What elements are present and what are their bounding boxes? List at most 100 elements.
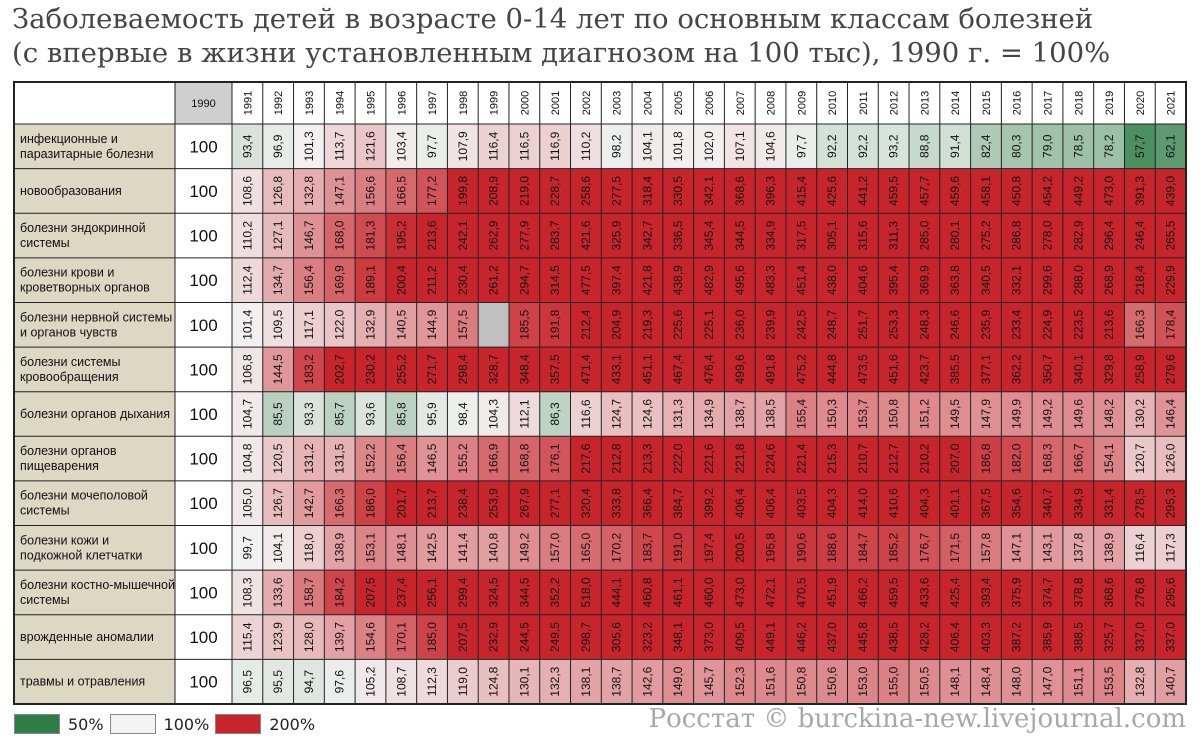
row-6-cell-2015-value: 377,1 [979,354,993,384]
row-8-cell-2000-value: 168,8 [517,443,531,473]
row-2-label: новообразования [20,184,122,198]
row-12-cell-2017-value: 385,9 [1041,622,1055,652]
row-2-cell-2013-value: 457,7 [917,176,931,206]
row-9-cell-2021-value: 295,3 [1164,488,1178,518]
row-11-cell-1995-value: 207,5 [363,577,377,607]
row-3-label-line-2: системы [20,236,70,250]
row-8-cell-2013-value: 210,2 [917,443,931,473]
row-11-cell-1999-value: 324,5 [487,577,501,607]
row-13-cell-1991-value: 96,5 [240,670,254,694]
row-5-cell-2015-value: 235,9 [979,309,993,339]
row-13-cell-2005-value: 149,0 [671,666,685,696]
row-2-cell-2005-value: 330,5 [671,176,685,206]
row-4-cell-1992-value: 134,7 [271,265,285,295]
row-5-cell-1999 [478,302,509,347]
row-10-cell-2003-value: 170,2 [610,533,624,563]
row-5-cell-1996-value: 140,5 [394,309,408,339]
row-10-cell-2020-value: 116,4 [1133,533,1147,562]
row-3-cell-1991-value: 110,2 [240,221,254,250]
row-11-cell-1996-value: 237,4 [394,577,408,607]
row-1-label-line-2: паразитарные болезни [20,147,153,161]
row-13-cell-1995-value: 105,2 [363,666,377,696]
row-11-base-value: 100 [189,583,217,602]
row-8-cell-2021-value: 126,0 [1164,443,1178,473]
header-corner [14,82,175,124]
header-year-2006: 2006 [704,91,716,115]
row-7-cell-1999-value: 104,3 [487,399,501,429]
row-12-cell-2009-value: 446,2 [794,622,808,652]
row-3-cell-2005-value: 336,5 [671,220,685,250]
row-13-cell-2019-value: 153,5 [1102,666,1116,696]
row-1-cell-2008-value: 104,6 [764,131,778,161]
row-1-cell-1994-value: 113,7 [333,131,347,160]
row-5-cell-2010-value: 248,7 [825,309,839,339]
row-4-cell-2003-value: 397,4 [610,265,624,295]
row-6-cell-2012-value: 451,6 [887,354,901,384]
row-9-cell-2005-value: 384,7 [671,488,685,518]
row-3-cell-2004-value: 342,7 [640,220,654,250]
row-6-cell-1994-value: 202,7 [333,354,347,384]
row-8-cell-2006-value: 221,6 [702,443,716,473]
row-8-cell-2016-value: 182,0 [1010,443,1024,473]
row-6-cell-1998-value: 298,4 [456,354,470,384]
row-6-cell-1993-value: 183,2 [302,354,316,384]
row-13-cell-2016-value: 148,0 [1010,666,1024,696]
row-8-cell-1997-value: 146,5 [425,443,439,473]
row-9-cell-2019-value: 331,4 [1102,488,1116,518]
row-5-cell-2006-value: 225,1 [702,309,716,339]
row-8-cell-2002-value: 217,6 [579,443,593,473]
row-5-cell-1993-value: 117,1 [302,310,316,339]
row-3-cell-1995-value: 181,3 [363,220,377,250]
row-2-cell-2001-value: 228,7 [548,176,562,206]
row-4-label-line-2: кроветворных органов [20,281,150,295]
row-12-cell-2016-value: 387,2 [1010,622,1024,652]
row-13-cell-2020-value: 132,8 [1133,666,1147,696]
row-10-cell-2011-value: 184,7 [856,533,870,563]
row-9-cell-2012-value: 410,6 [887,488,901,518]
row-13-cell-1992-value: 95,5 [271,670,285,694]
row-4-cell-2017-value: 299,6 [1041,265,1055,295]
row-5-cell-2004-value: 219,3 [640,309,654,339]
row-6-cell-2019-value: 329,8 [1102,354,1116,384]
row-3-cell-2013-value: 285,0 [917,220,931,250]
row-3-cell-2009-value: 317,5 [794,220,808,250]
row-10-cell-2009-value: 190,6 [794,533,808,563]
row-12-cell-2000-value: 244,5 [517,622,531,652]
row-6-cell-1992-value: 144,5 [271,354,285,384]
row-1-cell-2014-value: 91,4 [948,134,962,158]
row-12-label: врожденные аномалии [20,630,154,644]
row-3-cell-2001-value: 283,7 [548,220,562,250]
row-1-cell-1995-value: 121,6 [363,131,377,161]
row-10-cell-2008-value: 195,8 [764,533,778,563]
row-3-cell-2007-value: 344,5 [733,220,747,250]
row-13-cell-2003-value: 138,7 [610,666,624,696]
row-10-label-line-2: подкожной клетчатки [20,548,142,562]
row-13-cell-2001-value: 132,3 [548,666,562,696]
row-1-cell-1999-value: 116,4 [487,131,501,160]
row-1-cell-2011-value: 92,2 [856,134,870,158]
row-7-label-line-1: болезни органов дыхания [20,407,170,421]
row-8-cell-1993-value: 131,2 [302,443,316,473]
row-1-cell-2010-value: 92,2 [825,134,839,158]
row-5-cell-2002-value: 212,4 [579,309,593,339]
row-1-cell-2006-value: 102,0 [702,131,716,161]
row-11-cell-1998-value: 299,4 [456,577,470,607]
row-8-cell-2011-value: 210,7 [856,443,870,473]
header-year-2005: 2005 [673,91,685,115]
row-11-cell-1997-value: 256,1 [425,577,439,607]
row-4-cell-2004-value: 421,8 [640,265,654,295]
row-8-cell-1991-value: 104,8 [240,443,254,473]
row-2-cell-2015-value: 458,1 [979,176,993,206]
row-8-cell-2008-value: 224,6 [764,443,778,473]
header-year-2011: 2011 [858,91,870,115]
row-11-cell-2020-value: 276,8 [1133,577,1147,607]
row-1-cell-2021-value: 62,1 [1164,134,1178,158]
row-10-cell-1993-value: 118,0 [302,533,316,562]
row-12-cell-1992-value: 123,9 [271,622,285,652]
row-7-cell-2020-value: 130,2 [1133,399,1147,429]
row-9-cell-1992-value: 126,7 [271,488,285,518]
row-10-cell-2016-value: 147,1 [1010,533,1024,563]
legend: 50% 100% 200% [14,712,321,736]
row-12-cell-2004-value: 323,2 [640,622,654,652]
row-4-cell-1999-value: 261,2 [487,265,501,295]
